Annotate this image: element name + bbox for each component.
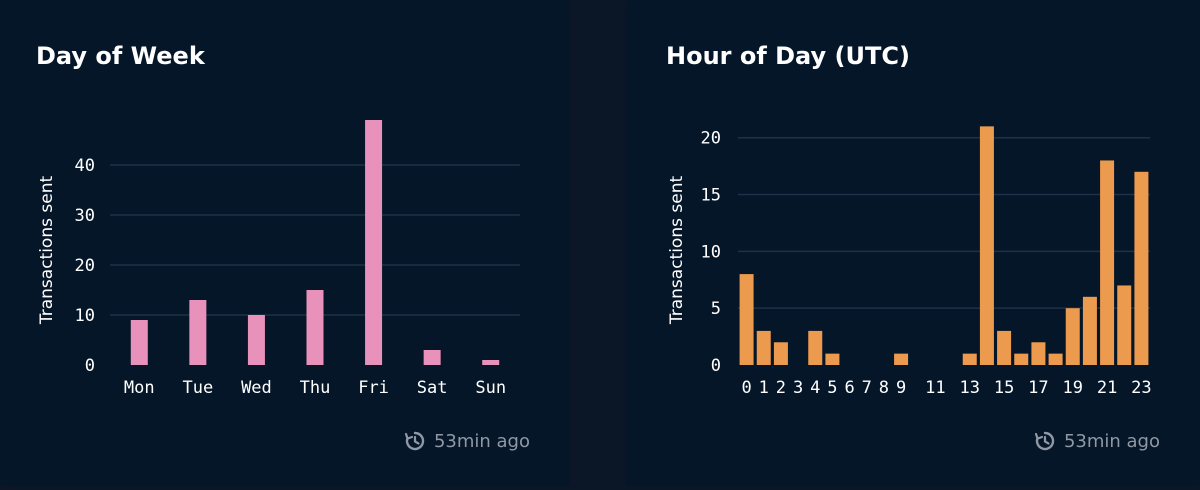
- x-tick-label: 7: [862, 378, 872, 398]
- x-tick-label: 1: [759, 378, 769, 398]
- bar: [189, 300, 207, 365]
- updated-text: 53min ago: [1063, 430, 1160, 452]
- y-tick-label: 0: [85, 356, 95, 376]
- bar: [825, 353, 840, 365]
- y-tick-label: 10: [75, 306, 95, 326]
- bar: [1134, 171, 1149, 365]
- bar: [979, 126, 994, 365]
- y-tick-label: 40: [75, 156, 95, 176]
- bar: [739, 274, 754, 365]
- x-tick-label: 3: [793, 378, 803, 398]
- bar: [423, 350, 441, 365]
- x-tick-label: 9: [896, 378, 906, 398]
- x-tick-label: 8: [879, 378, 889, 398]
- day-of-week-chart: 0 10 20 30 40 Transactions sent Mon Tue Wed Thu Fr…: [37, 120, 520, 398]
- x-tick-label: 4: [810, 378, 820, 398]
- clock-history-icon: [404, 430, 426, 452]
- x-tick-label: 15: [994, 378, 1014, 398]
- x-tick-label: Thu: [300, 378, 331, 398]
- x-tick-label: 13: [960, 378, 980, 398]
- bar: [773, 342, 788, 365]
- x-tick-label: Fri: [358, 378, 389, 398]
- x-tick-label: 23: [1131, 378, 1151, 398]
- y-tick-label: 20: [701, 129, 721, 149]
- day-of-week-card: Day of Week 0 10 20 30 40 Transactions sent Mo…: [0, 0, 570, 486]
- x-tick-label: 19: [1063, 378, 1083, 398]
- updated-text: 53min ago: [433, 430, 530, 452]
- y-tick-label: 15: [701, 186, 721, 206]
- x-tick-label: 2: [776, 378, 786, 398]
- x-tick-label: Wed: [241, 378, 272, 398]
- x-tick-label: Mon: [124, 378, 155, 398]
- y-tick-label: 30: [75, 206, 95, 226]
- bar: [1031, 342, 1046, 365]
- bar: [894, 353, 909, 365]
- y-tick-label: 10: [701, 242, 721, 262]
- bar: [130, 320, 148, 365]
- hour-of-day-card: Hour of Day (UTC) 0 5 10 15 20 Transactions s…: [626, 0, 1200, 486]
- bar: [962, 353, 977, 365]
- clock-history-icon: [1034, 430, 1056, 452]
- bar: [306, 290, 324, 365]
- x-tick-label: 21: [1097, 378, 1117, 398]
- x-tick-label: Sat: [417, 378, 448, 398]
- x-tick-label: 5: [827, 378, 837, 398]
- bar: [1048, 353, 1063, 365]
- x-tick-label: 6: [844, 378, 854, 398]
- card-title: Day of Week: [36, 42, 205, 70]
- x-tick-label: Sun: [475, 378, 506, 398]
- bar: [247, 315, 265, 365]
- bar: [1117, 285, 1132, 365]
- updated-indicator: 53min ago: [404, 430, 530, 452]
- bar: [1082, 296, 1097, 365]
- x-tick-label: 17: [1028, 378, 1048, 398]
- x-tick-label: 11: [925, 378, 945, 398]
- bar: [997, 330, 1012, 365]
- x-tick-label: 0: [741, 378, 751, 398]
- updated-indicator: 53min ago: [1034, 430, 1160, 452]
- y-axis-title: Transactions sent: [37, 176, 57, 326]
- y-tick-label: 5: [711, 299, 721, 319]
- bar: [1014, 353, 1029, 365]
- bar: [1065, 308, 1080, 365]
- x-tick-label: Tue: [182, 378, 213, 398]
- y-tick-label: 20: [75, 256, 95, 276]
- bar: [365, 120, 383, 365]
- y-tick-label: 0: [711, 356, 721, 376]
- bar: [1100, 160, 1115, 365]
- bar: [482, 360, 500, 365]
- bar: [808, 330, 823, 365]
- y-axis-title: Transactions sent: [667, 176, 687, 326]
- bar: [756, 330, 771, 365]
- card-title: Hour of Day (UTC): [666, 42, 910, 70]
